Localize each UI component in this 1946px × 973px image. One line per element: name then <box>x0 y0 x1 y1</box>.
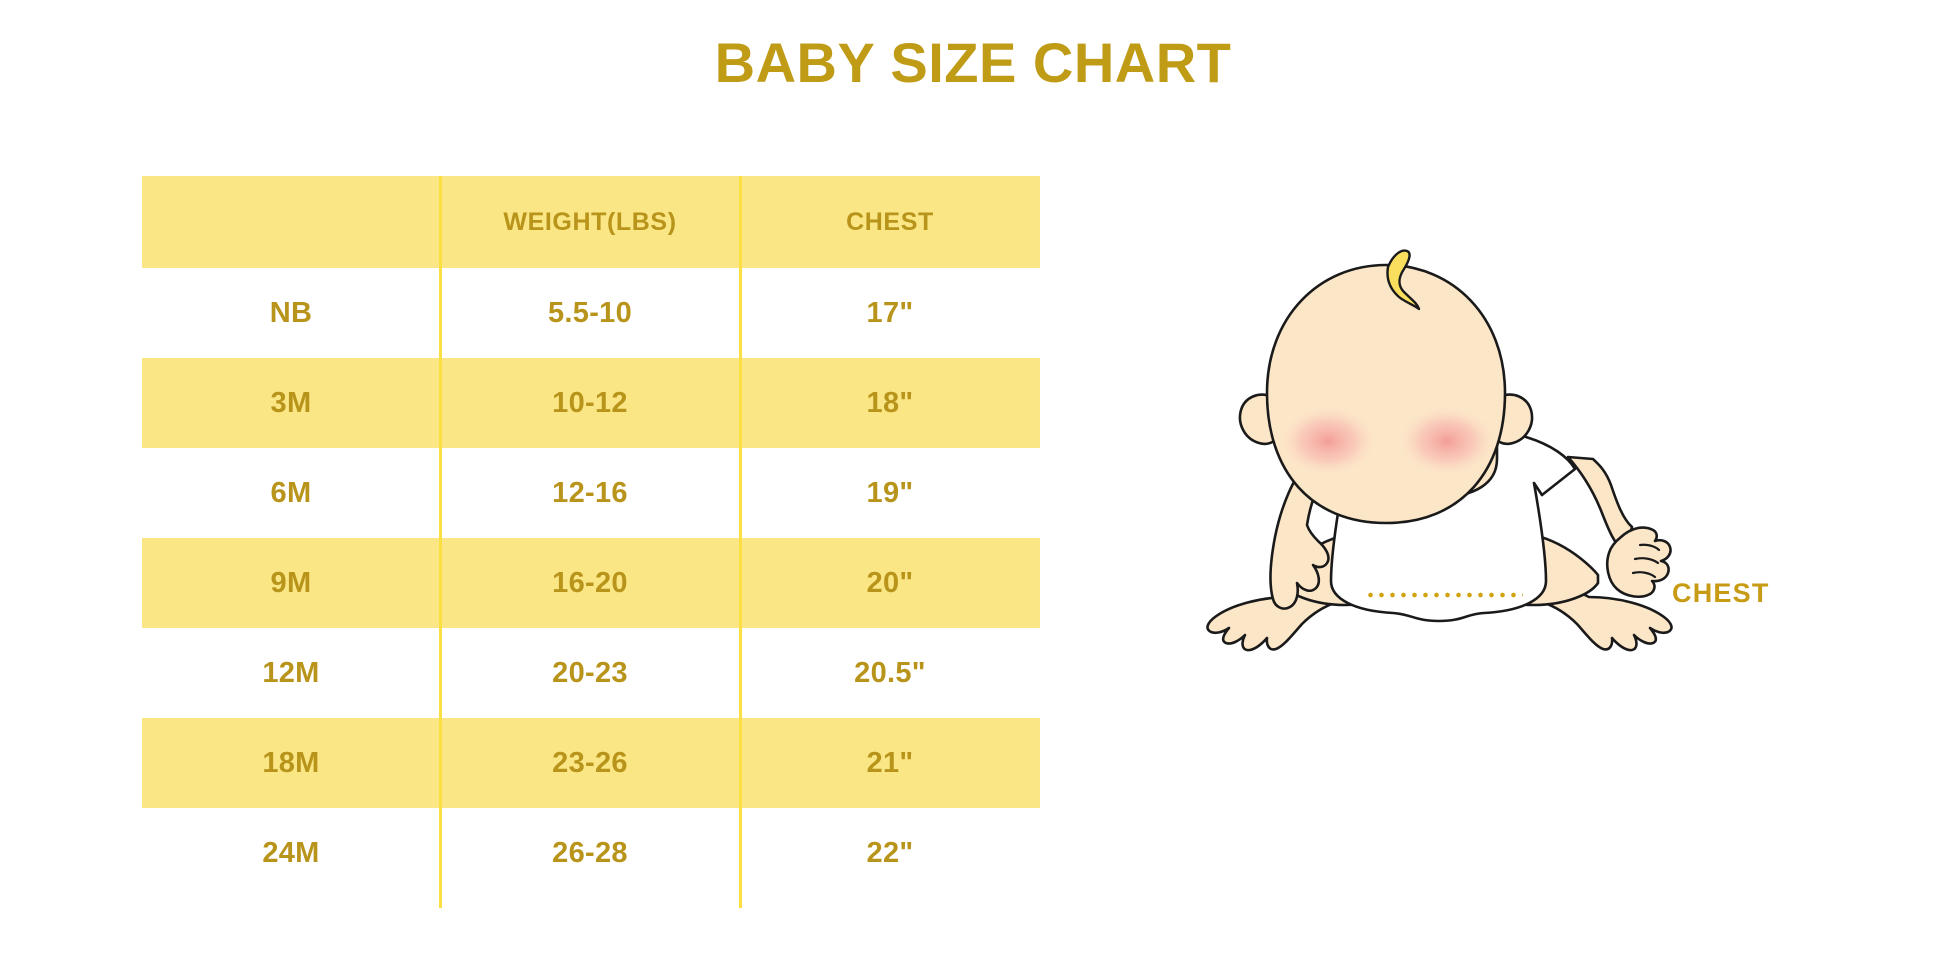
table-row: 12M 20-23 20.5" <box>142 628 1040 718</box>
table-row: 3M 10-12 18" <box>142 358 1040 448</box>
page-title: BABY SIZE CHART <box>0 28 1946 98</box>
sitting-baby-illustration <box>1185 245 1705 685</box>
cell-size: 3M <box>142 358 440 448</box>
baby-fist-knuckle-1 <box>1638 543 1661 552</box>
cell-weight: 20-23 <box>440 628 740 718</box>
cell-size: 18M <box>142 718 440 808</box>
table-row: 6M 12-16 19" <box>142 448 1040 538</box>
cell-chest: 21" <box>740 718 1040 808</box>
column-divider-right <box>739 176 742 908</box>
size-chart-table: WEIGHT(LBS) CHEST NB 5.5-10 17" 3M 10-12… <box>142 176 1040 898</box>
chest-measure-label: CHEST <box>1672 578 1770 608</box>
table-header-row: WEIGHT(LBS) CHEST <box>142 176 1040 268</box>
baby-right-fist <box>1605 526 1672 599</box>
header-cell-weight: WEIGHT(LBS) <box>440 176 740 268</box>
cell-weight: 12-16 <box>440 448 740 538</box>
column-divider-left <box>439 176 442 908</box>
cell-weight: 26-28 <box>440 808 740 898</box>
header-cell-size <box>142 176 440 268</box>
table-row: 24M 26-28 22" <box>142 808 1040 898</box>
header-cell-chest: CHEST <box>740 176 1040 268</box>
baby-left-arm <box>1269 455 1337 610</box>
cell-weight: 5.5-10 <box>440 268 740 358</box>
table-row: 9M 16-20 20" <box>142 538 1040 628</box>
cell-chest: 22" <box>740 808 1040 898</box>
baby-head <box>1265 263 1507 525</box>
cell-chest: 20" <box>740 538 1040 628</box>
cell-chest: 18" <box>740 358 1040 448</box>
baby-hair-curl <box>1386 249 1421 311</box>
table-row: NB 5.5-10 17" <box>142 268 1040 358</box>
cell-size: 9M <box>142 538 440 628</box>
cell-size: NB <box>142 268 440 358</box>
page-title-text: BABY SIZE CHART <box>714 31 1232 94</box>
cell-chest: 17" <box>740 268 1040 358</box>
baby-fist-knuckle-3 <box>1631 571 1657 579</box>
baby-right-cheek <box>1397 405 1497 477</box>
table-row: 18M 23-26 21" <box>142 718 1040 808</box>
cell-size: 6M <box>142 448 440 538</box>
cell-weight: 10-12 <box>440 358 740 448</box>
cell-chest: 20.5" <box>740 628 1040 718</box>
cell-size: 24M <box>142 808 440 898</box>
chest-measure-dotted-line <box>1365 592 1523 598</box>
cell-weight: 16-20 <box>440 538 740 628</box>
cell-size: 12M <box>142 628 440 718</box>
cell-chest: 19" <box>740 448 1040 538</box>
baby-right-sleeve-hem <box>1532 481 1544 497</box>
baby-left-cheek <box>1278 405 1378 477</box>
baby-fist-knuckle-2 <box>1633 557 1660 565</box>
cell-weight: 23-26 <box>440 718 740 808</box>
